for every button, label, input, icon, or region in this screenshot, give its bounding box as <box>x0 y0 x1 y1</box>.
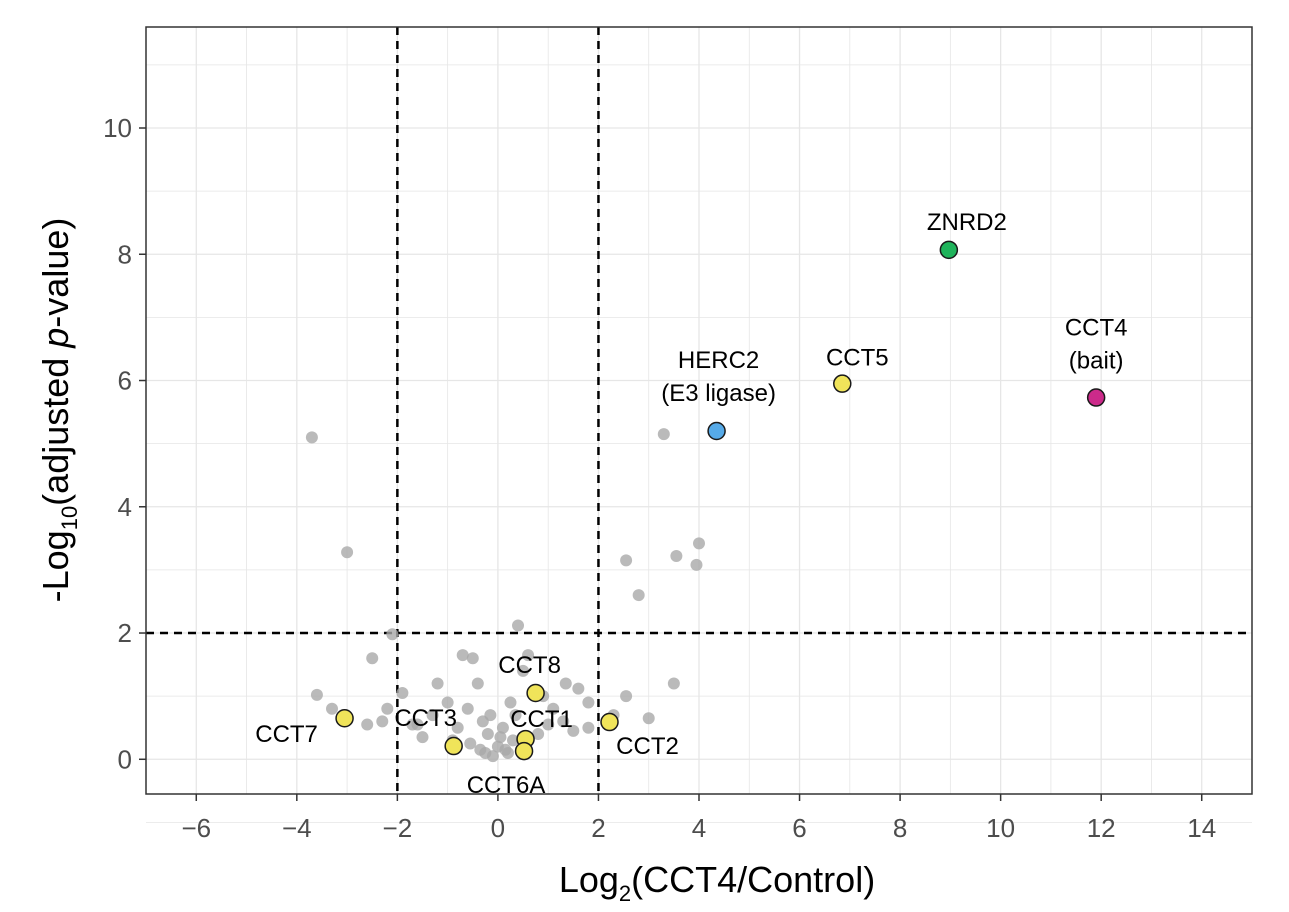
x-tick-label: 2 <box>591 813 605 843</box>
background-point <box>657 428 670 441</box>
background-points <box>305 428 705 763</box>
point-cct6a <box>514 741 534 761</box>
sublabel-cct4: (bait) <box>1069 348 1124 375</box>
label-cct7: CCT7 <box>255 721 318 748</box>
x-tick-label: −6 <box>181 813 211 843</box>
background-point <box>461 702 474 715</box>
background-point <box>484 709 497 722</box>
background-point <box>366 652 379 665</box>
x-tick-label: −2 <box>383 813 413 843</box>
background-point <box>667 677 680 690</box>
background-point <box>690 558 703 571</box>
x-tick-label: 6 <box>792 813 806 843</box>
background-point <box>494 731 507 744</box>
label-cct3: CCT3 <box>394 705 457 732</box>
x-tick-label: 12 <box>1087 813 1116 843</box>
y-tick-label: 2 <box>118 618 132 648</box>
background-point <box>572 682 585 695</box>
background-point <box>517 664 530 677</box>
point-cct2 <box>600 712 619 732</box>
background-point <box>506 734 519 747</box>
grid-lines <box>145 27 1253 823</box>
x-tick-label: −4 <box>282 813 312 843</box>
y-tick-label: 8 <box>118 239 132 269</box>
background-point <box>466 652 479 665</box>
background-point <box>464 737 477 750</box>
x-tick-label: 4 <box>692 813 706 843</box>
y-tick-label: 10 <box>103 113 132 143</box>
background-point <box>326 702 339 715</box>
background-point <box>431 677 444 690</box>
background-point <box>341 546 354 559</box>
background-point <box>620 554 633 567</box>
label-cct4: CCT4 <box>1065 315 1128 342</box>
background-point <box>479 746 492 759</box>
background-point <box>542 718 555 731</box>
background-point <box>557 715 570 728</box>
label-cct6a: CCT6A <box>467 772 546 799</box>
background-point <box>532 728 545 741</box>
background-point <box>381 702 394 715</box>
background-point <box>441 696 454 709</box>
background-point <box>426 709 439 722</box>
threshold-lines <box>146 27 1252 794</box>
point-cct3 <box>444 736 463 756</box>
background-point <box>456 649 469 662</box>
x-tick-label: 14 <box>1187 813 1216 843</box>
background-point <box>451 721 464 734</box>
background-point <box>376 715 389 728</box>
background-point <box>496 721 509 734</box>
background-point <box>522 649 535 662</box>
background-point <box>499 743 512 756</box>
background-point <box>481 728 494 741</box>
point-labels: CCT8 CCT1 CCT6A CCT3 CCT7 CCT2 HERC2 (E3 ligase… <box>255 209 1127 799</box>
point-herc2 <box>707 421 726 441</box>
highlight-points <box>335 240 1106 761</box>
background-point <box>386 628 399 641</box>
background-point <box>693 537 705 550</box>
y-tick-label: 4 <box>118 492 132 522</box>
background-point <box>416 731 429 744</box>
label-cct5: CCT5 <box>826 345 889 372</box>
label-cct1: CCT1 <box>510 706 573 733</box>
x-tick-label: 0 <box>491 813 505 843</box>
background-point <box>512 619 525 632</box>
background-point <box>670 550 683 563</box>
background-point <box>632 589 645 602</box>
background-point <box>559 677 572 690</box>
y-tick-label: 0 <box>118 744 132 774</box>
label-herc2: HERC2 <box>678 347 759 374</box>
point-cct8 <box>526 683 545 703</box>
point-cct4 <box>1086 388 1106 407</box>
x-tick-label: 10 <box>986 813 1015 843</box>
background-point <box>547 702 560 715</box>
background-point <box>361 718 374 731</box>
x-tick-label: 8 <box>893 813 907 843</box>
background-point <box>396 686 409 699</box>
background-point <box>509 709 522 722</box>
background-point <box>411 718 424 731</box>
axes: −6 −4 −2 0 2 4 6 8 10 12 14 0 2 4 6 8 10 <box>103 113 1216 843</box>
background-point <box>582 696 595 709</box>
x-axis-title: Log2(CCT4/Control) <box>559 859 875 906</box>
background-point <box>567 724 580 737</box>
y-axis-title: -Log10(adjusted p-value) <box>35 218 82 603</box>
background-point <box>504 696 517 709</box>
label-cct8: CCT8 <box>498 652 561 679</box>
point-cct5 <box>833 374 852 393</box>
background-point <box>305 431 318 444</box>
background-point <box>310 688 323 701</box>
label-znrd2: ZNRD2 <box>927 209 1007 236</box>
sublabel-herc2: (E3 ligase) <box>661 380 776 407</box>
background-point <box>582 721 595 734</box>
label-cct2: CCT2 <box>616 733 679 760</box>
background-point <box>642 712 655 725</box>
background-point <box>471 677 484 690</box>
background-point <box>620 690 633 703</box>
y-tick-label: 6 <box>118 366 132 396</box>
point-cct7 <box>335 708 354 728</box>
point-znrd2 <box>939 240 959 260</box>
